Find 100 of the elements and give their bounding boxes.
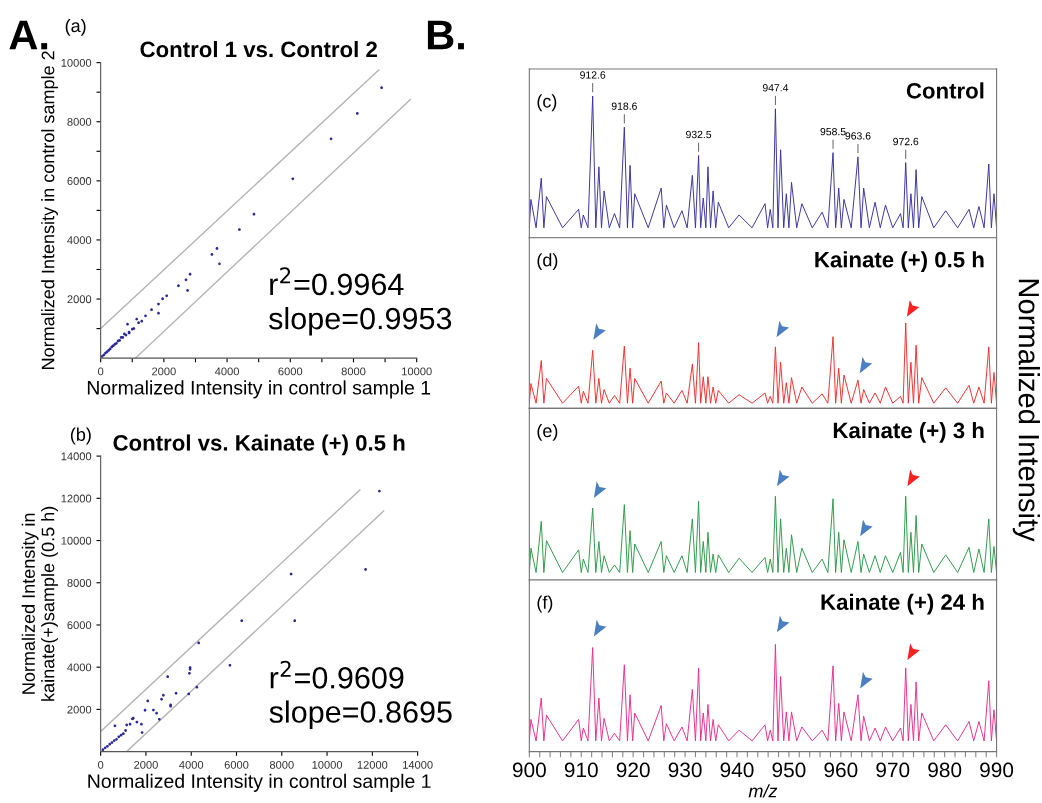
annotation: 918.6 — [611, 102, 637, 110]
point — [106, 744, 109, 748]
point — [197, 641, 201, 645]
x-axis-title: Normalized Intensity in control sample 1 — [88, 773, 431, 792]
point — [157, 311, 160, 315]
point — [186, 289, 189, 292]
x-tick-label: 0 — [98, 760, 104, 769]
x-axis-title: Normalized Intensity in control sample 1 — [87, 380, 431, 399]
chart-title: Control — [906, 82, 984, 99]
chart-title: Control 1 vs. Control 2 — [140, 40, 377, 58]
annotation: slope=0.9953 — [269, 306, 452, 336]
x-tick-label: 920 — [616, 762, 650, 778]
y-tick-label: 8000 — [67, 118, 92, 126]
point — [161, 693, 165, 697]
y-tick-label: 6000 — [67, 621, 92, 630]
x-axis-title: m/z — [748, 784, 778, 798]
chart-title: Kainate (+) 3 h — [833, 422, 984, 443]
point — [355, 112, 359, 115]
x-tick-label: 970 — [876, 762, 910, 778]
point — [210, 253, 214, 256]
point — [377, 489, 381, 493]
point — [228, 663, 232, 667]
annotation: 972.6 — [893, 137, 919, 146]
text: A. — [9, 20, 48, 50]
text: (d) — [537, 253, 558, 270]
annotation: r$^{2}$=0.9964 — [270, 267, 404, 296]
annotation: 947.4 — [762, 84, 789, 92]
x-tick-label: 2000 — [134, 760, 158, 769]
point — [157, 717, 161, 721]
point — [174, 691, 178, 695]
point — [157, 302, 160, 306]
x-tick-label: 960 — [824, 762, 858, 778]
text: (a) — [65, 18, 86, 36]
point — [143, 708, 147, 712]
point — [218, 262, 221, 266]
point — [146, 699, 150, 703]
point — [166, 675, 170, 679]
y-tick-label: 14000 — [61, 452, 92, 461]
point — [115, 737, 118, 741]
point — [155, 711, 158, 715]
point — [165, 294, 169, 298]
point — [152, 708, 155, 712]
x-tick-label: 930 — [668, 762, 702, 778]
point — [240, 619, 244, 623]
point — [188, 671, 191, 675]
point — [150, 308, 153, 312]
x-tick-label: 4000 — [214, 367, 239, 376]
x-tick-label: 900 — [512, 762, 546, 778]
x-tick-label: 14000 — [403, 760, 433, 769]
x-tick-label: 8000 — [341, 367, 366, 376]
chart-title: Kainate (+) 24 h — [821, 593, 984, 615]
y-axis-title: Normalized Intensity — [1012, 279, 1040, 542]
y-tick-label: 8000 — [67, 579, 92, 587]
point — [135, 317, 139, 321]
annotation: 958.5 — [820, 127, 846, 136]
chart-title: Kainate (+) 0.5 h — [815, 251, 984, 272]
point — [161, 297, 164, 301]
x-tick-label: 4000 — [179, 760, 204, 769]
point — [215, 247, 219, 250]
x-tick-label: 910 — [564, 762, 598, 778]
x-tick-label: 12000 — [357, 760, 388, 769]
point — [140, 319, 144, 323]
annotation: 963.6 — [845, 132, 871, 140]
y-axis-title: Normalized Intensity in kainate(+)sample (0.5 h) — [21, 506, 58, 701]
x-tick-label: 6000 — [278, 367, 303, 376]
text: (e) — [537, 423, 558, 441]
x-tick-label: 10000 — [312, 760, 343, 769]
text: B. — [427, 20, 464, 50]
x-tick-label: 0 — [98, 367, 104, 376]
point — [177, 284, 180, 288]
y-tick-label: 4000 — [67, 663, 92, 672]
x-tick-label: 2000 — [152, 367, 176, 376]
y-tick-label: 6000 — [67, 177, 92, 185]
y-tick-label: 12000 — [61, 494, 92, 503]
point — [364, 568, 367, 571]
chart-title: Control vs. Kainate (+) 0.5 h — [113, 434, 405, 456]
x-tick-label: 8000 — [269, 760, 294, 769]
point — [187, 692, 191, 696]
text: (b) — [70, 427, 91, 445]
point — [380, 86, 383, 90]
point — [140, 731, 144, 734]
point — [238, 228, 241, 231]
point — [160, 697, 163, 701]
annotation: r$^{2}$=0.9609 — [270, 660, 404, 689]
x-tick-label: 990 — [980, 762, 1014, 778]
y-tick-label: 2000 — [67, 705, 92, 714]
y-tick-label: 10000 — [61, 536, 92, 545]
text: (f) — [537, 595, 553, 613]
x-tick-label: 950 — [772, 762, 806, 778]
point — [124, 729, 127, 732]
x-tick-label: 940 — [720, 762, 754, 778]
point — [140, 722, 143, 726]
point — [144, 314, 147, 318]
x-tick-label: 980 — [928, 762, 962, 778]
annotation: (c) — [537, 94, 557, 112]
y-axis-title: Normalized Intensity in control sample 2 — [41, 51, 58, 369]
y-tick-label: 10000 — [61, 58, 92, 67]
x-tick-label: 10000 — [402, 367, 432, 376]
y-tick-label: 4000 — [67, 236, 92, 245]
point — [291, 177, 295, 181]
